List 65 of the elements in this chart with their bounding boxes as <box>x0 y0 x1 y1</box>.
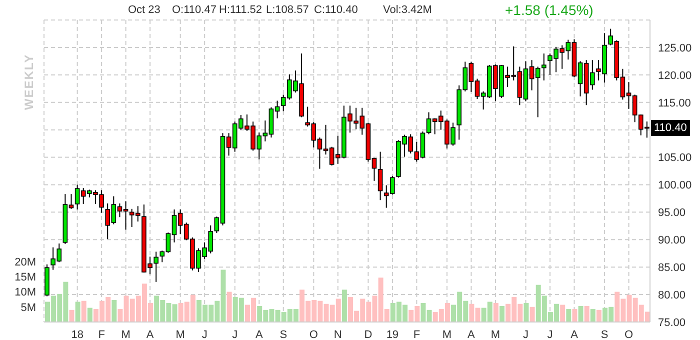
x-tick-label: J <box>232 328 238 340</box>
bar <box>342 290 347 322</box>
candlestick <box>542 52 546 81</box>
bar <box>596 310 602 322</box>
bar <box>493 302 498 322</box>
y2-tick-label: 20M <box>14 256 36 269</box>
x-tick-label: M <box>490 328 500 340</box>
bar <box>112 300 117 322</box>
y2-tick-label: 5M <box>20 302 36 314</box>
bar <box>530 306 535 322</box>
text: C:110.40 <box>314 4 358 16</box>
bar <box>578 306 584 322</box>
bar <box>500 306 504 322</box>
x-tick-label: M <box>442 328 452 340</box>
x-tick-label: F <box>413 328 420 340</box>
bar <box>566 309 572 322</box>
y2-tick-label: 10M <box>14 286 36 299</box>
x-tick-label: O <box>624 328 634 340</box>
y-tick-label: 100.00 <box>658 180 692 192</box>
x-tick-label: A <box>468 328 476 340</box>
y-tick-label: 95.00 <box>658 207 686 220</box>
x-tick-label: 18 <box>71 328 84 340</box>
x-tick-label: O <box>309 328 318 340</box>
bar <box>69 310 74 322</box>
x-tick-label: N <box>334 328 342 340</box>
text: O:110.47 <box>172 4 216 16</box>
text: Oct 23 <box>128 4 160 16</box>
x-tick-label: J <box>547 328 553 340</box>
text: +1.58 (1.45%) <box>505 2 594 18</box>
bar <box>560 304 566 322</box>
text: L:108.57 <box>266 4 309 16</box>
x-tick-label: D <box>364 328 372 340</box>
x-tick-label: J <box>202 328 208 340</box>
text: Vol:3.42M <box>383 4 432 16</box>
annotation: 110.40 <box>651 120 690 136</box>
bar <box>590 309 596 322</box>
bar <box>584 306 590 322</box>
bar <box>75 302 80 322</box>
x-tick-label: M <box>176 328 185 340</box>
bar <box>81 300 86 322</box>
y-tick-label: 115.00 <box>658 97 691 110</box>
y-tick-label: 90.00 <box>658 234 686 247</box>
x-tick-label: S <box>280 328 288 340</box>
x-tick-label: A <box>146 328 154 340</box>
x-tick-label: F <box>98 328 106 340</box>
y-tick-label: 105.00 <box>658 152 692 164</box>
candlestick <box>154 251 158 282</box>
y-tick-label: 75.00 <box>658 316 686 329</box>
bar <box>524 302 529 322</box>
y-tick-label: 120.00 <box>658 70 692 82</box>
x-tick-label: A <box>570 328 579 340</box>
x-tick-label: 19 <box>386 328 399 340</box>
y2-tick-label: 15M <box>14 272 36 284</box>
x-tick-label: S <box>600 328 608 340</box>
bar <box>226 292 232 322</box>
bar <box>572 309 578 322</box>
x-tick-label: J <box>523 328 529 340</box>
y-tick-label: 85.00 <box>658 262 686 274</box>
bar <box>87 308 92 322</box>
candlestick <box>378 151 383 201</box>
text: H:111.52 <box>219 4 262 16</box>
y-tick-label: 80.00 <box>658 289 686 302</box>
x-tick-label: M <box>121 328 130 340</box>
y-tick-label: 125.00 <box>658 42 692 54</box>
x-tick-label: A <box>255 328 264 340</box>
